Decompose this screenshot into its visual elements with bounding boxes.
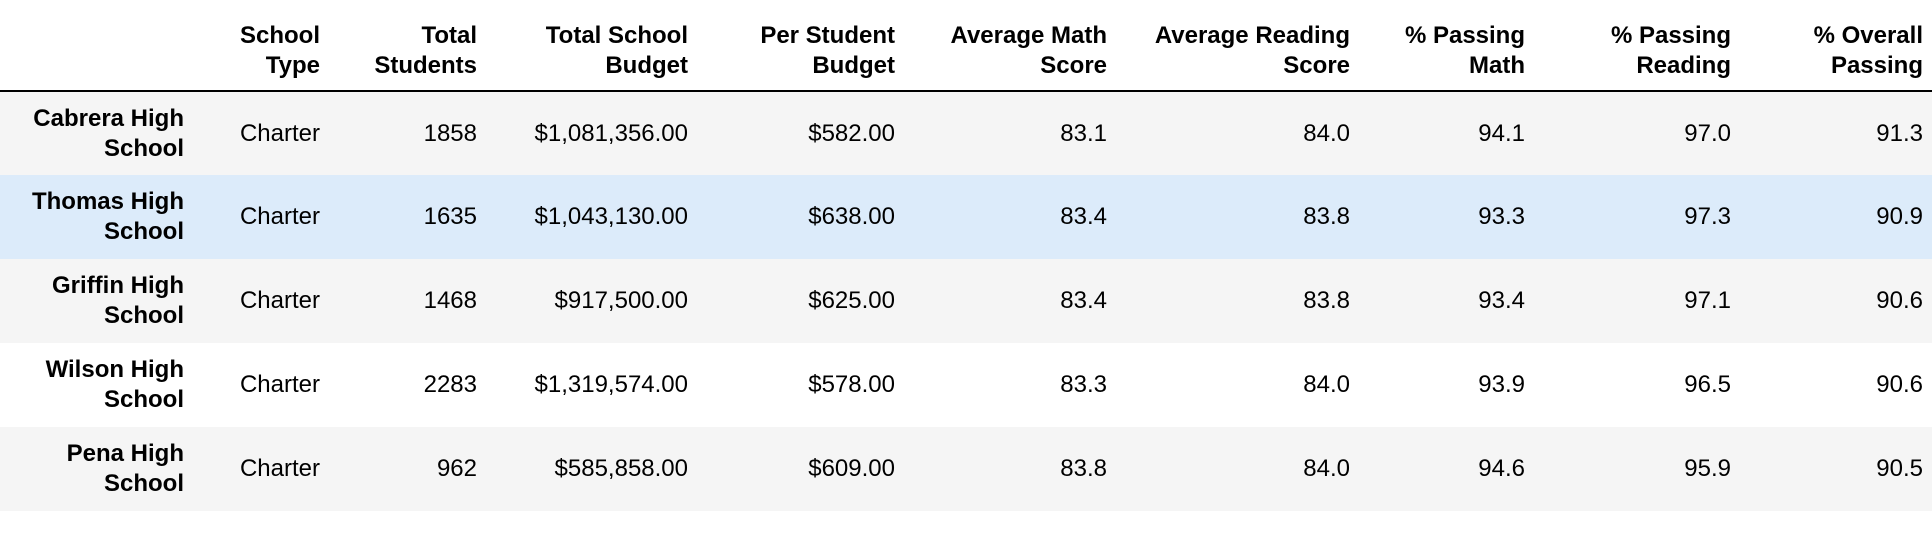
cell-total-students: 1635 — [423, 203, 477, 230]
cell-average-math-score: 83.1 — [1060, 119, 1107, 147]
cell-per-student-budget: $578.00 — [808, 371, 895, 398]
index-header — [0, 21, 193, 92]
cell-average-math-score: 83.4 — [1060, 203, 1107, 230]
column-header-per-student-budget: Per Student Budget — [697, 21, 904, 92]
cell-overall-passing: 90.5 — [1876, 455, 1923, 482]
cell-per-student-budget: $625.00 — [808, 287, 895, 314]
table-row: Wilson High School Charter 2283 $1,319,5… — [0, 343, 1932, 427]
cell-total-students: 2283 — [423, 371, 477, 398]
cell-total-school-budget: $1,043,130.00 — [534, 203, 688, 230]
cell-total-students: 1858 — [423, 119, 477, 147]
cell-average-reading-score: 84.0 — [1303, 371, 1350, 398]
column-header-average-reading-score: Average Reading Score — [1116, 21, 1359, 92]
cell-school-type: Charter — [239, 119, 320, 147]
table-row: Cabrera High School Charter 1858 $1,081,… — [0, 91, 1932, 175]
cell-total-school-budget: $1,081,356.00 — [534, 119, 688, 147]
column-header-average-math-score: Average Math Score — [904, 21, 1116, 92]
cell-average-reading-score: 83.8 — [1303, 203, 1350, 230]
cell-per-student-budget: $582.00 — [808, 119, 895, 147]
table-row: Griffin High School Charter 1468 $917,50… — [0, 259, 1932, 343]
column-header-school-type: School Type — [193, 21, 329, 92]
row-label: Thomas High School — [31, 188, 184, 245]
cell-per-student-budget: $638.00 — [808, 203, 895, 230]
cell-average-reading-score: 83.8 — [1303, 287, 1350, 314]
row-label: Pena High School — [66, 440, 184, 497]
cell-overall-passing: 91.3 — [1876, 119, 1923, 147]
cell-average-math-score: 83.4 — [1060, 287, 1107, 314]
cell-average-math-score: 83.3 — [1060, 371, 1107, 398]
row-label: Cabrera High School — [33, 104, 184, 162]
cell-total-school-budget: $917,500.00 — [554, 287, 688, 314]
column-header-total-school-budget: Total School Budget — [486, 21, 697, 92]
cell-average-reading-score: 84.0 — [1303, 455, 1350, 482]
cell-school-type: Charter — [239, 203, 320, 230]
cell-passing-reading: 97.1 — [1684, 287, 1731, 314]
cell-average-math-score: 83.8 — [1060, 455, 1107, 482]
table-row: Thomas High School Charter 1635 $1,043,1… — [0, 175, 1932, 259]
row-label: Wilson High School — [45, 356, 184, 413]
cell-per-student-budget: $609.00 — [808, 455, 895, 482]
cell-total-students: 962 — [436, 455, 477, 482]
column-header-passing-math: % Passing Math — [1359, 21, 1534, 92]
cell-average-reading-score: 84.0 — [1303, 119, 1350, 147]
cell-passing-math: 93.9 — [1478, 371, 1525, 398]
cell-overall-passing: 90.9 — [1876, 203, 1923, 230]
row-label: Griffin High School — [52, 272, 184, 329]
cell-passing-reading: 97.0 — [1684, 119, 1731, 147]
header-row: School Type Total Students Total School … — [0, 21, 1932, 92]
cell-passing-math: 94.6 — [1478, 455, 1525, 482]
column-header-passing-reading: % Passing Reading — [1534, 21, 1740, 92]
school-summary-table: School Type Total Students Total School … — [0, 21, 1932, 511]
cell-passing-math: 93.4 — [1478, 287, 1525, 314]
table-row: Pena High School Charter 962 $585,858.00… — [0, 427, 1932, 511]
cell-passing-math: 94.1 — [1478, 119, 1525, 147]
cell-overall-passing: 90.6 — [1876, 287, 1923, 314]
cell-school-type: Charter — [239, 287, 320, 314]
cell-school-type: Charter — [239, 455, 320, 482]
column-header-overall-passing: % Overall Passing — [1740, 21, 1932, 92]
cell-total-school-budget: $1,319,574.00 — [534, 371, 688, 398]
cell-passing-math: 93.3 — [1478, 203, 1525, 230]
cell-passing-reading: 96.5 — [1684, 371, 1731, 398]
cell-overall-passing: 90.6 — [1876, 371, 1923, 398]
cell-total-students: 1468 — [423, 287, 477, 314]
cell-total-school-budget: $585,858.00 — [554, 455, 688, 482]
cell-passing-reading: 95.9 — [1684, 455, 1731, 482]
cell-school-type: Charter — [239, 371, 320, 398]
column-header-total-students: Total Students — [329, 21, 486, 92]
cell-passing-reading: 97.3 — [1684, 203, 1731, 230]
